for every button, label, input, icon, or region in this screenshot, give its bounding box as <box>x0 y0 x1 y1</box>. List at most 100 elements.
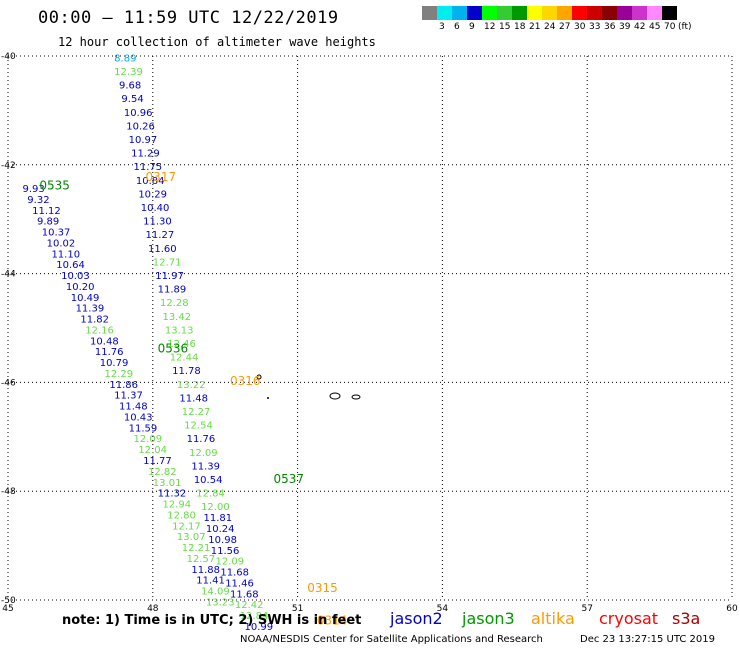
wave-height-value: 10.43 <box>124 412 153 423</box>
pass-time-label: 0536 <box>158 341 189 355</box>
legend-swatch <box>422 6 437 20</box>
wave-height-value: 12.09 <box>133 434 162 445</box>
legend-label: 33 <box>589 22 601 32</box>
legend-swatch <box>602 6 617 20</box>
wave-height-value: 11.86 <box>109 380 138 391</box>
wave-height-value: 11.37 <box>114 391 143 402</box>
lon-tick-label: 45 <box>2 604 13 614</box>
satellite-legend-jason2: jason2 <box>390 609 443 628</box>
island-outline <box>256 374 262 380</box>
wave-height-value: 12.39 <box>114 67 143 78</box>
wave-height-value: 11.46 <box>225 578 254 589</box>
legend-label: 39 <box>619 22 631 32</box>
wave-height-value: 10.98 <box>208 535 237 546</box>
legend-label: 9 <box>469 22 475 32</box>
wave-height-value: 12.94 <box>162 500 191 511</box>
wave-height-value: 10.84 <box>136 176 165 187</box>
wave-height-value: 10.40 <box>141 203 170 214</box>
legend-label: 21 <box>529 22 541 32</box>
lat-tick-label: -44 <box>1 270 16 280</box>
wave-height-value: 12.16 <box>85 325 114 336</box>
wave-height-value: 11.27 <box>146 230 175 241</box>
wave-height-value: 13.42 <box>162 312 191 323</box>
lat-tick-label: -50 <box>1 596 16 606</box>
pass-time-label: 0317 <box>146 170 177 184</box>
legend-swatch <box>527 6 542 20</box>
legend-label: 27 <box>559 22 571 32</box>
wave-height-value: 11.76 <box>95 347 124 358</box>
pass-time-label: 0537 <box>273 472 304 486</box>
wave-height-value: 11.97 <box>155 271 184 282</box>
legend-label: 15 <box>499 22 511 32</box>
wave-height-value: 9.68 <box>119 81 141 92</box>
legend-label: 3 <box>439 22 445 32</box>
lon-tick-label: 57 <box>581 604 592 614</box>
wave-height-value: 12.29 <box>105 369 134 380</box>
legend-swatch <box>557 6 572 20</box>
wave-height-value: 9.93 <box>22 184 44 195</box>
wave-height-value: 10.54 <box>194 475 223 486</box>
wave-height-value: 11.75 <box>133 162 162 173</box>
wave-height-value: 11.59 <box>129 423 158 434</box>
wave-height-value: 11.82 <box>80 315 109 326</box>
wave-height-value: 14.09 <box>201 587 230 598</box>
map-subtitle: 12 hour collection of altimeter wave hei… <box>58 35 376 49</box>
wave-height-value: 10.96 <box>124 108 153 119</box>
footer-timestamp: Dec 23 13:27:15 UTC 2019 <box>580 634 715 645</box>
legend-label: 24 <box>544 22 556 32</box>
wave-height-value: 11.29 <box>131 149 160 160</box>
wave-height-value: 10.99 <box>245 622 274 633</box>
legend-label: 6 <box>454 22 460 32</box>
pass-time-label: 0316 <box>230 374 261 388</box>
wave-height-value: 11.89 <box>158 285 187 296</box>
wave-height-value: 11.76 <box>187 434 216 445</box>
wave-height-value: 12.46 <box>167 339 196 350</box>
legend-swatch <box>632 6 647 20</box>
legend-swatch <box>617 6 632 20</box>
wave-height-value: 11.77 <box>143 456 172 467</box>
legend-swatch <box>452 6 467 20</box>
satellite-legend-altika: altika <box>531 609 575 628</box>
wave-height-value: 11.10 <box>51 249 80 260</box>
wave-height-value: 9.32 <box>27 195 49 206</box>
wave-height-value: 8.89 <box>114 53 136 64</box>
wave-height-value: 12.42 <box>235 600 264 611</box>
satellite-legend-cryosat: cryosat <box>599 609 659 628</box>
wave-height-value: 12.44 <box>170 353 199 364</box>
lat-tick-label: -40 <box>1 52 16 62</box>
lon-tick-label: 48 <box>147 604 159 614</box>
island-outline <box>329 392 341 400</box>
lat-tick-label: -42 <box>1 161 16 171</box>
wave-height-value: 10.48 <box>90 336 119 347</box>
wave-height-value: 12.17 <box>172 521 201 532</box>
note-text: note: 1) Time is in UTC; 2) SWH is in fe… <box>62 613 362 628</box>
legend-label: 45 <box>649 22 661 32</box>
wave-height-value: 12.71 <box>153 257 182 268</box>
legend-swatch <box>482 6 497 20</box>
legend-label: 30 <box>574 22 586 32</box>
wave-height-value: 11.39 <box>191 461 220 472</box>
wave-height-value: 12.54 <box>184 421 213 432</box>
wave-height-value: 11.68 <box>220 568 249 579</box>
wave-height-value: 12.09 <box>216 557 245 568</box>
wave-height-value: 9.89 <box>37 217 59 228</box>
wave-height-value: 11.56 <box>211 546 240 557</box>
legend-swatch <box>587 6 602 20</box>
wave-height-value: 12.80 <box>167 510 196 521</box>
legend-swatch <box>437 6 452 20</box>
wave-height-value: 10.03 <box>61 271 90 282</box>
legend-label: 36 <box>604 22 616 32</box>
pass-time-label: 0315 <box>307 581 338 595</box>
legend-swatch <box>542 6 557 20</box>
satellite-legend-jason3: jason3 <box>462 609 515 628</box>
wave-height-value: 13.13 <box>165 325 194 336</box>
legend-swatch <box>647 6 662 20</box>
wave-height-value: 12.27 <box>182 407 211 418</box>
wave-height-value: 12.84 <box>240 611 269 622</box>
legend-label: 12 <box>484 22 496 32</box>
wave-height-value: 11.48 <box>179 393 208 404</box>
wave-height-value: 11.12 <box>32 206 61 217</box>
wave-height-value: 11.30 <box>143 217 172 228</box>
lon-tick-label: 54 <box>437 604 449 614</box>
